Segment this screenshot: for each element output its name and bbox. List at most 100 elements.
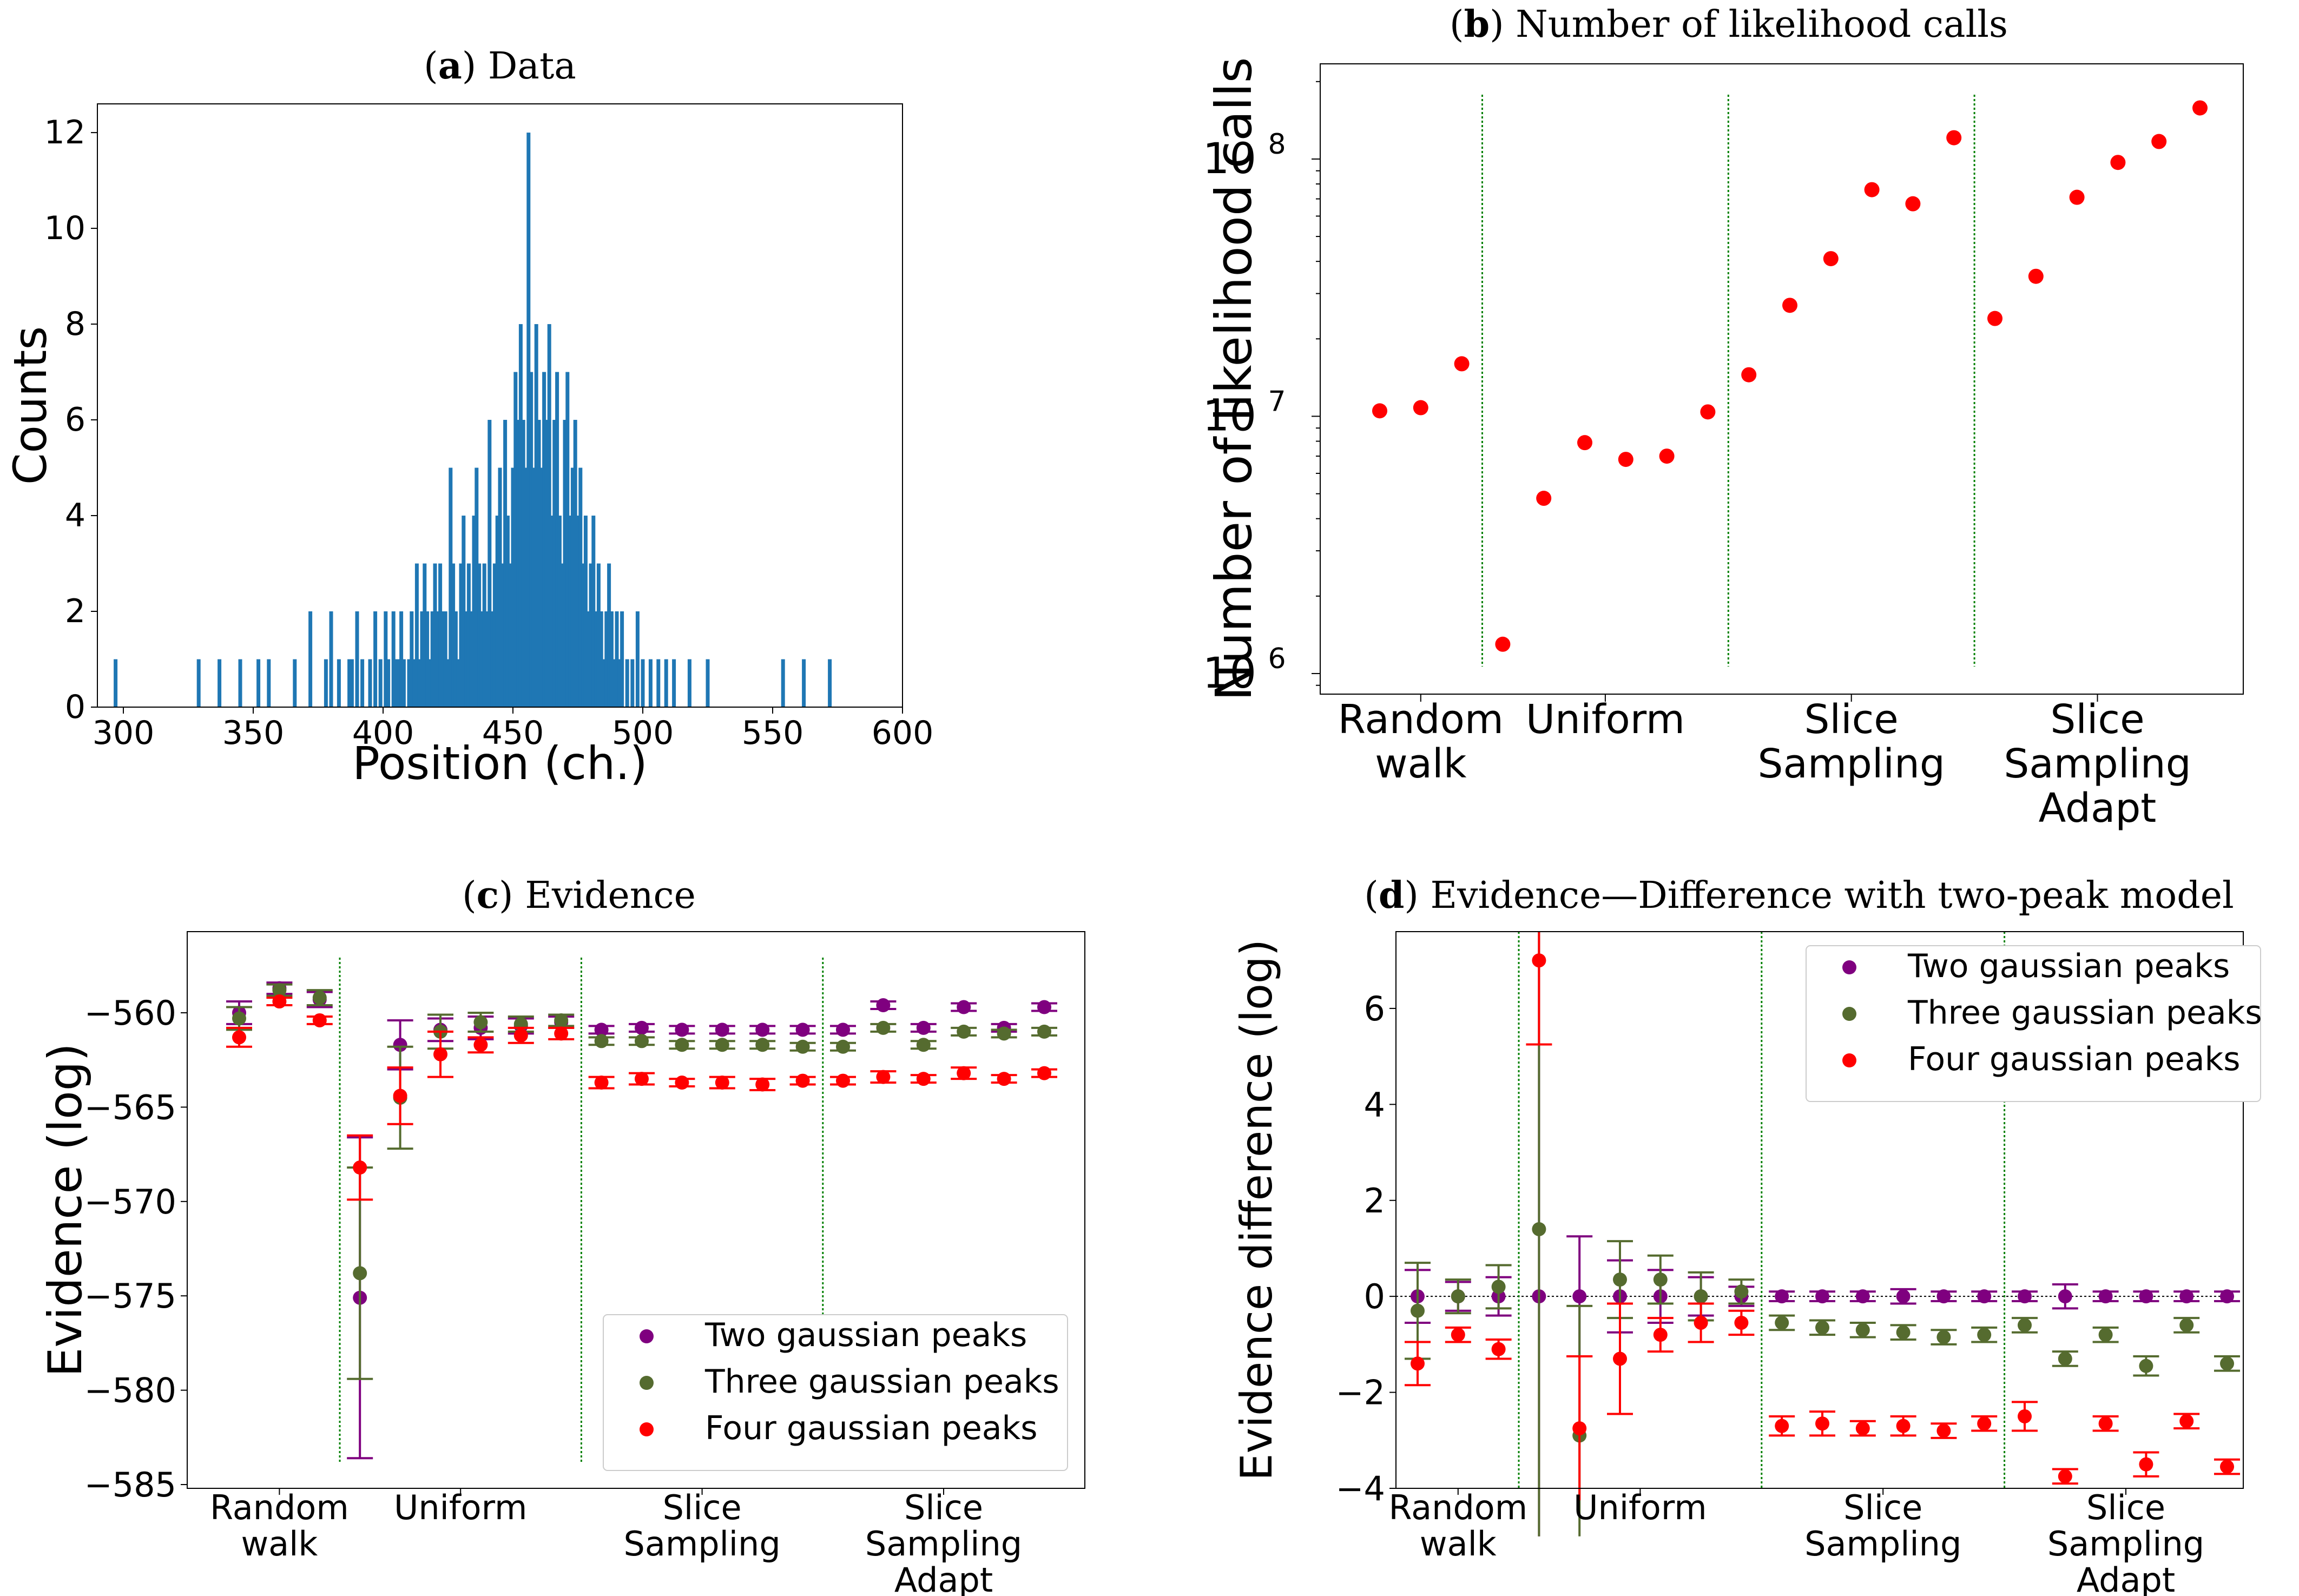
two-point (957, 1000, 971, 1014)
histogram-bar (443, 611, 447, 707)
three-point (916, 1038, 931, 1052)
two-point (916, 1020, 931, 1035)
two-point (1815, 1289, 1829, 1304)
y-tick-exponent: 8 (1268, 128, 1286, 161)
histogram-bar (423, 563, 427, 707)
two-point (1896, 1289, 1911, 1304)
four-point (272, 994, 287, 1009)
histogram-bar (672, 659, 676, 707)
histogram-bar (378, 659, 383, 707)
histogram-bar (552, 420, 557, 707)
y-tick-exponent: 6 (1268, 643, 1286, 675)
histogram-bar (531, 467, 536, 707)
panel-d-ylabel: Evidence difference (log) (1231, 939, 1282, 1481)
panel-a-title: (a) Data (424, 44, 576, 88)
two-point (2058, 1289, 2072, 1304)
y-tick-label: 10 (1203, 135, 1256, 183)
two-point (635, 1020, 649, 1035)
panel-b-title: (b) Number of likelihood calls (1450, 3, 2008, 46)
y-tick-label: 0 (65, 688, 85, 726)
data-point (2028, 268, 2044, 284)
panel-c-category-label: Slice (663, 1488, 742, 1527)
panel-b-ylabel: Number of likelihood calls (1205, 57, 1263, 701)
four-point (916, 1072, 931, 1086)
legend-marker-three (640, 1376, 654, 1390)
histogram-bar (368, 659, 372, 707)
x-tick-label: 550 (742, 714, 804, 752)
four-point (876, 1070, 891, 1084)
four-point (2220, 1460, 2234, 1474)
panel-a-title-part: ) Data (462, 45, 576, 88)
histogram-bar (433, 563, 437, 707)
four-point (433, 1047, 447, 1061)
histogram-bar (508, 563, 512, 707)
panel-c-category-label: Uniform (394, 1488, 527, 1527)
histogram-bar (490, 611, 495, 707)
four-point (675, 1076, 689, 1090)
y-tick-label: 10 (44, 209, 85, 247)
histogram-bar (511, 467, 515, 707)
panel-d-category-label: Sampling (2047, 1524, 2204, 1564)
panel-b-category-label: Uniform (1526, 696, 1685, 743)
panel-b-title-part: ) Number of likelihood calls (1490, 3, 2008, 46)
panel-c-frame (187, 931, 1085, 1489)
two-point (675, 1023, 689, 1037)
panel-d-category-label: Adapt (2077, 1560, 2175, 1596)
x-tick-label: 350 (222, 714, 285, 752)
histogram-bar (498, 467, 502, 707)
histogram-bar (604, 611, 609, 707)
panel-d-category-label: Slice (2086, 1488, 2165, 1527)
histogram-bar (583, 516, 588, 707)
histogram-bar (781, 659, 785, 707)
histogram-bar (534, 324, 538, 707)
histogram-bar (324, 659, 328, 707)
four-point (393, 1089, 407, 1103)
y-tick-label: −575 (84, 1276, 176, 1316)
histogram-bar (664, 659, 668, 707)
legend-marker-two (1842, 960, 1856, 974)
histogram-bar (578, 467, 583, 707)
panel-d-category-label: Uniform (1573, 1488, 1707, 1527)
histogram-bar (529, 372, 533, 707)
panel-c-category-label: Sampling (623, 1524, 780, 1564)
histogram-bar (438, 563, 443, 707)
histogram-bar (828, 659, 832, 707)
two-point (795, 1023, 810, 1037)
histogram-bar (469, 611, 473, 707)
two-point (2220, 1289, 2234, 1304)
panel-c-ylabel: Evidence (log) (38, 1043, 93, 1377)
two-point (1037, 1000, 1051, 1014)
histogram-bar (537, 420, 541, 707)
three-point (2058, 1351, 2072, 1366)
panel-d-category-label: Random (1388, 1488, 1527, 1527)
three-point (1411, 1303, 1425, 1318)
two-point (1572, 1289, 1587, 1304)
histogram-bar (620, 611, 624, 707)
four-point (1936, 1423, 1951, 1438)
four-point (997, 1072, 1011, 1086)
data-point (1495, 636, 1511, 652)
histogram-bar (591, 516, 596, 707)
panel-a-xlabel: Position (ch.) (352, 737, 647, 790)
histogram-bar (293, 659, 297, 707)
histogram-bar (384, 611, 388, 707)
four-point (554, 1026, 569, 1041)
panel-b-category-label: Slice (1804, 696, 1899, 743)
four-point (594, 1076, 609, 1090)
four-point (1815, 1416, 1829, 1431)
panel-d: (d) Evidence—Difference with two-peak mo… (1231, 874, 2262, 1596)
three-point (1491, 1280, 1506, 1294)
panel-a-title-part: a (438, 44, 462, 88)
four-point (1572, 1421, 1587, 1436)
two-point (2179, 1289, 2194, 1304)
y-tick-label: 6 (65, 401, 85, 439)
data-point (1741, 367, 1757, 382)
data-point (2192, 100, 2208, 116)
panel-a-ylabel: Counts (4, 326, 57, 485)
three-point (957, 1024, 971, 1039)
histogram-bar (560, 563, 564, 707)
two-point (755, 1023, 770, 1037)
histogram-bar (599, 611, 603, 707)
legend-box (1806, 945, 2261, 1102)
four-point (353, 1160, 367, 1175)
